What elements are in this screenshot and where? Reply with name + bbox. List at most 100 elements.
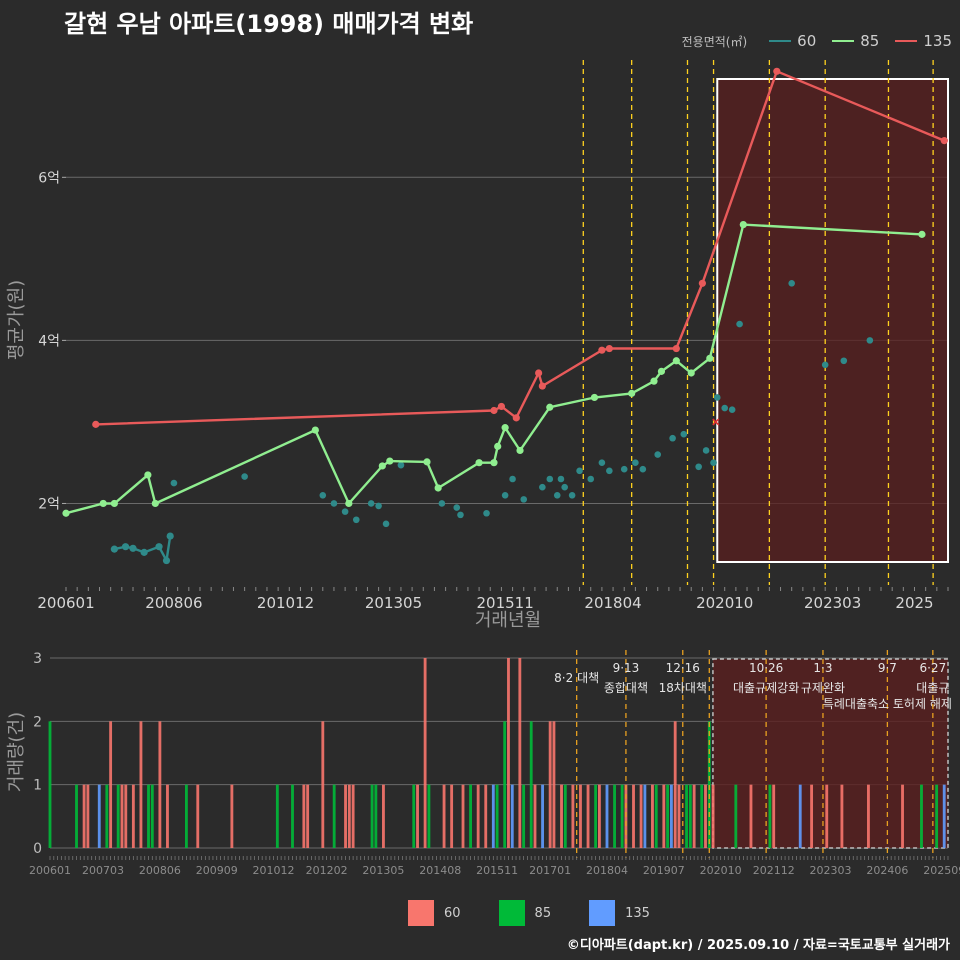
bar-y-tick-label: 2 <box>33 714 42 730</box>
volume-bar-85 <box>75 784 78 848</box>
series-point-85 <box>546 403 554 411</box>
bottom-legend: 60 85 135 <box>408 900 688 926</box>
scatter-point-60 <box>568 492 576 499</box>
x-tick-label: 201012 <box>257 594 314 612</box>
series-point-85 <box>687 369 695 377</box>
volume-bar-60 <box>196 784 200 848</box>
bar-x-tick-label: 201511 <box>476 864 518 877</box>
volume-bar-60 <box>109 721 113 848</box>
bar-x-tick-label: 200601 <box>29 864 71 877</box>
policy-sublabel: 특례대출축소 토허제 해제 <box>823 697 952 711</box>
volume-bar-60 <box>692 784 696 848</box>
volume-bar-60 <box>450 784 454 848</box>
series-point-85 <box>590 393 599 402</box>
scatter-point-60 <box>553 492 561 499</box>
top-legend: 전용면적(㎡) 60 85 135 <box>682 32 952 50</box>
scatter-point-60 <box>170 479 178 487</box>
volume-bar-85 <box>654 784 658 848</box>
scatter-point-60 <box>710 459 717 466</box>
scatter-point-60 <box>576 467 583 475</box>
policy-label: 8·2 대책 <box>554 670 599 685</box>
volume-bar-60 <box>382 784 385 848</box>
x-tick-label: 201305 <box>365 594 422 612</box>
volume-bar-85 <box>275 784 279 848</box>
volume-bar-85 <box>685 784 688 848</box>
y-tick-label: 4억 <box>38 333 60 349</box>
source-caption: ©디아파트(dapt.kr) / 2025.09.10 / 자료=국토교통부 실… <box>566 938 950 953</box>
volume-bar-85 <box>374 784 378 848</box>
policy-label: 1·3 <box>813 661 832 675</box>
scatter-point-60 <box>375 502 382 510</box>
series-point-85 <box>99 499 107 508</box>
volume-bar-60 <box>651 784 654 848</box>
series-point-135 <box>773 67 781 75</box>
scatter-point-60 <box>632 459 639 466</box>
scatter-point-60 <box>483 509 490 517</box>
bar-y-tick-label: 3 <box>33 651 42 667</box>
series-point-85 <box>494 442 502 450</box>
scatter-point-60 <box>501 492 509 499</box>
series-point-85 <box>144 471 152 479</box>
volume-bar-60 <box>548 721 552 848</box>
series-point-85 <box>516 446 524 455</box>
volume-bar-60 <box>507 658 510 848</box>
volume-bar-85 <box>613 784 616 848</box>
volume-bar-85 <box>147 784 150 848</box>
volume-bar-85 <box>370 784 374 848</box>
series-point-85 <box>345 499 353 508</box>
policy-label: 9·13 <box>613 661 640 675</box>
volume-bar-85 <box>522 784 526 848</box>
series-point-85 <box>151 499 159 508</box>
volume-bar-60 <box>639 784 643 848</box>
volume-bar-60 <box>579 784 582 848</box>
volume-bar-85 <box>620 784 624 848</box>
series-point-135 <box>490 406 498 415</box>
scatter-point-60 <box>713 394 721 401</box>
policy-sublabel: 대출규제강화 <box>733 681 799 695</box>
volume-bar-85 <box>503 721 507 848</box>
volume-bar-60 <box>632 784 635 848</box>
volume-bar-60 <box>230 784 234 848</box>
policy-label: 12·16 <box>666 661 700 675</box>
volume-bar-60 <box>344 784 347 848</box>
legend-item-85: 85 <box>828 32 879 50</box>
series-point-135 <box>535 369 543 377</box>
bar-x-tick-label: 201701 <box>529 864 571 877</box>
volume-bar-85 <box>116 784 120 848</box>
x-tick-label: 201804 <box>584 594 641 612</box>
volume-bar-60 <box>662 784 666 848</box>
legend-title: 전용면적(㎡) <box>681 34 748 49</box>
legend-box-85 <box>498 900 525 926</box>
bar-x-tick-label: 200703 <box>82 864 124 877</box>
series-point-135 <box>940 137 948 145</box>
scatter-point-60 <box>520 496 528 503</box>
y-axis-label: 평균가(원) <box>6 280 27 360</box>
volume-bar-60 <box>124 784 128 848</box>
volume-bar-60 <box>571 784 575 848</box>
series-point-135 <box>598 346 606 354</box>
volume-bar-85 <box>412 784 416 848</box>
scatter-point-60 <box>539 483 546 491</box>
volume-bar-60 <box>86 784 90 848</box>
bar-x-tick-label: 200806 <box>139 864 181 877</box>
volume-bar-85 <box>688 784 692 848</box>
scatter-point-60 <box>241 473 248 480</box>
scatter-point-60 <box>509 475 516 483</box>
scatter-point-60 <box>620 465 628 473</box>
series-point-135 <box>605 344 613 353</box>
marker-x <box>712 418 720 426</box>
scatter-point-60 <box>546 475 554 483</box>
volume-bar-60 <box>901 784 904 848</box>
y-tick-label: 6억 <box>38 170 60 186</box>
bar-x-tick-label: 200909 <box>196 864 238 877</box>
volume-bar-85 <box>105 784 109 848</box>
x-tick-label: 202303 <box>804 594 861 612</box>
scatter-point-60 <box>654 451 662 458</box>
legend-label-135: 135 <box>625 905 650 921</box>
x-tick-label: 2025 <box>895 594 933 612</box>
scatter-point-60 <box>457 511 464 519</box>
volume-bar-85 <box>469 784 473 848</box>
bar-y-tick-label: 0 <box>33 841 42 857</box>
scatter-point-60 <box>840 357 848 365</box>
series-point-85 <box>378 462 386 470</box>
